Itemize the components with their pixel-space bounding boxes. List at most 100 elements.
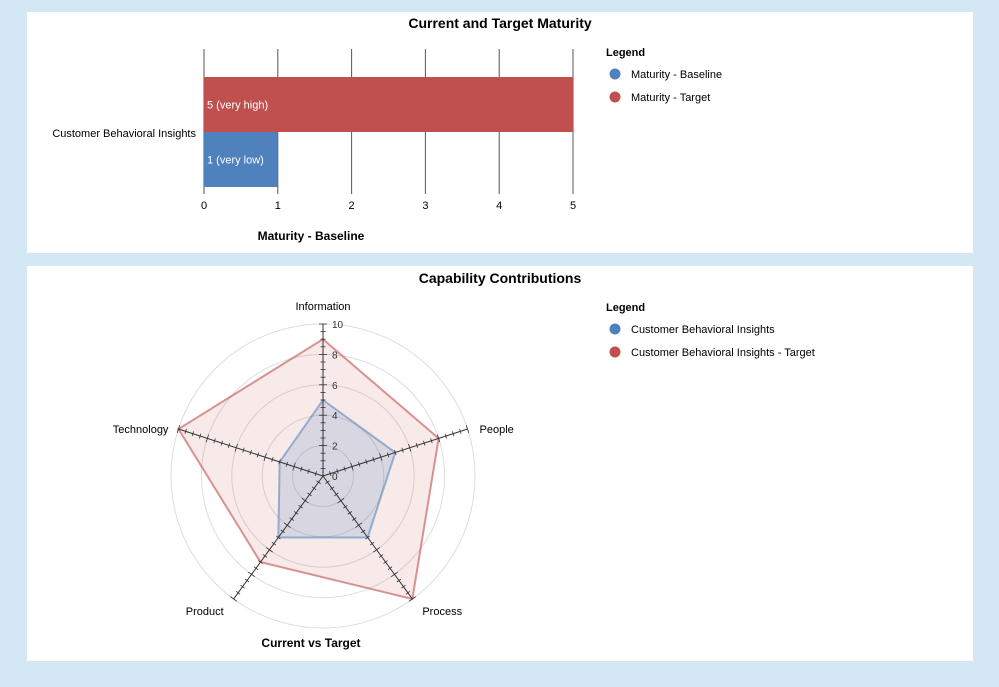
radar-tick (230, 596, 238, 602)
bar-baseline[interactable] (204, 132, 278, 187)
radial-tick-label-1: 2 (332, 442, 338, 453)
radar-tick (415, 442, 419, 448)
radar-tick (387, 566, 393, 571)
radar-tick (278, 459, 281, 465)
radial-tick-label-3: 6 (332, 381, 338, 392)
radar-tick (401, 447, 404, 453)
radar-tick (314, 471, 317, 477)
radar-axis-label-information: Information (295, 301, 350, 313)
radar-tick (325, 480, 330, 484)
radar-tick (357, 461, 361, 467)
radar-tick (347, 511, 353, 515)
radar-tick (280, 529, 286, 534)
radar-tick (235, 591, 241, 595)
capability-chart-panel: Capability Contributions 0 2 4 6 8 10 Informa… (27, 266, 973, 661)
x-tick-label-5: 5 (570, 200, 576, 212)
x-tick-label-3: 3 (422, 200, 428, 212)
radar-tick (329, 471, 332, 477)
capability-chart-title: Capability Contributions (419, 270, 582, 286)
radar-tick (271, 457, 274, 463)
radar-tick (244, 578, 250, 583)
radar-tick (256, 452, 260, 458)
bar-target[interactable] (204, 77, 573, 132)
radar-tick (386, 452, 390, 458)
radar-tick (430, 438, 433, 444)
radar-tick (307, 492, 312, 497)
legend-current-label[interactable]: Customer Behavioral Insights (631, 324, 775, 336)
radar-axis-label-people: People (480, 424, 514, 436)
radar-tick (437, 434, 441, 443)
radar-tick (355, 522, 363, 528)
radar-tick (242, 447, 245, 453)
radar-tick (205, 434, 209, 443)
radar-tick (343, 504, 348, 509)
radar-axis-label-technology: Technology (113, 424, 169, 436)
capability-x-axis-label: Current vs Target (261, 636, 360, 650)
legend-current-marker (609, 323, 621, 335)
radar-tick (343, 466, 346, 472)
radar-axis-label-process: Process (422, 606, 462, 618)
radar-tick (248, 571, 255, 578)
radar-tick (198, 433, 202, 439)
radial-tick-label-2: 4 (332, 411, 338, 422)
radial-tick-label-5: 10 (332, 320, 344, 331)
radar-tick (379, 453, 383, 462)
radar-series-target[interactable] (177, 337, 440, 601)
radar-tick (307, 468, 310, 474)
radar-tick (311, 486, 317, 491)
radar-tick (293, 511, 299, 515)
radar-tick (365, 459, 368, 465)
radar-tick (227, 442, 231, 448)
radar-tick (378, 554, 384, 558)
radar-tick (176, 425, 181, 433)
legend-target-marker (609, 91, 621, 103)
legend-target-label[interactable]: Customer Behavioral Insights - Target (631, 347, 815, 359)
radar-tick (329, 486, 335, 491)
radar-tick (372, 457, 375, 463)
legend-baseline-label[interactable]: Maturity - Baseline (631, 69, 722, 81)
radar-tick (360, 529, 366, 534)
legend-baseline-marker (609, 68, 621, 80)
radar-tick (191, 431, 195, 437)
radar-tick (271, 541, 277, 546)
radar-tick (276, 535, 281, 540)
radar-tick (289, 517, 294, 521)
x-tick-label-0: 0 (201, 200, 207, 212)
radar-tick (451, 431, 455, 437)
radar-tick (234, 443, 238, 452)
maturity-chart-title: Current and Target Maturity (408, 15, 592, 31)
maturity-chart-panel: Current and Target Maturity 5 (very high… (27, 12, 973, 253)
radar-tick (465, 425, 470, 433)
radar-tick (262, 554, 268, 558)
capability-legend: Legend Customer Behavioral Insights Cust… (606, 302, 815, 359)
x-tick-label-1: 1 (275, 200, 281, 212)
maturity-legend-title: Legend (606, 47, 645, 59)
bar-label-baseline: 1 (very low) (207, 155, 264, 167)
x-tick-label-2: 2 (349, 200, 355, 212)
radar-tick (292, 462, 296, 471)
radar-tick (365, 535, 370, 540)
radar-tick (373, 547, 381, 553)
radar-tick (337, 497, 345, 504)
radar-tick (423, 440, 426, 446)
maturity-x-axis-label: Maturity - Baseline (258, 229, 365, 243)
radar-tick (408, 596, 416, 602)
radial-tick-label-4: 8 (332, 350, 338, 361)
maturity-legend: Legend Maturity - Baseline Maturity - Ta… (606, 47, 722, 104)
radar-tick (405, 591, 411, 595)
legend-target-label[interactable]: Maturity - Target (631, 92, 710, 104)
radar-tick (408, 443, 412, 452)
radar-tick (391, 571, 398, 578)
radar-tick (253, 566, 259, 571)
radar-series-current[interactable] (277, 398, 397, 539)
radar-tick (396, 578, 402, 583)
radar-tick (283, 522, 291, 528)
radar-tick (263, 453, 267, 462)
radar-tick (301, 497, 309, 504)
radar-tick (265, 547, 273, 553)
radar-tick (249, 450, 252, 456)
radar-tick (401, 584, 406, 589)
radar-tick (352, 517, 357, 521)
radar-tick (213, 438, 216, 444)
radar-tick (350, 462, 354, 471)
